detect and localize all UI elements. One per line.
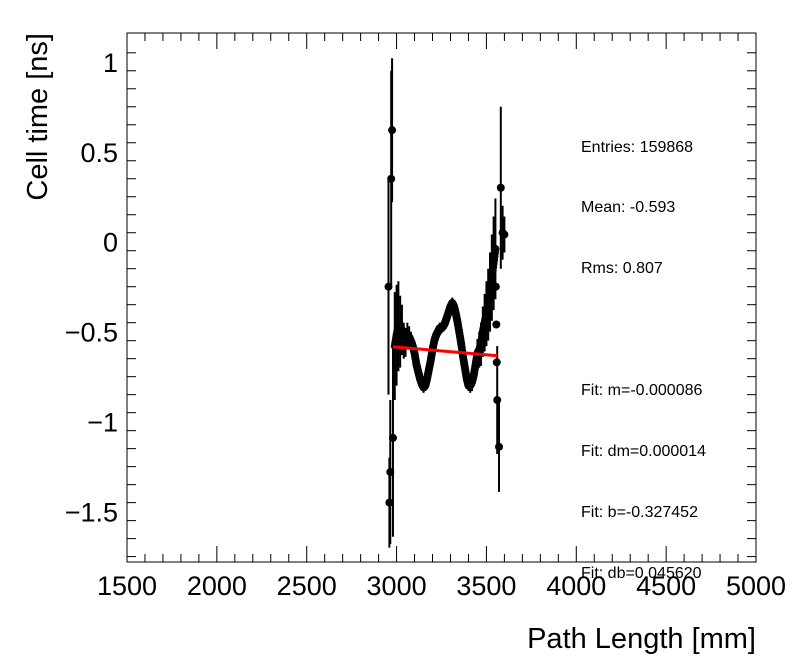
x-tick-label: 5000 [726,571,786,601]
stats-fit-db: Fit: db=0.045620 [581,564,702,582]
stats-fit-b: Fit: b=-0.327452 [581,503,698,521]
data-point [388,126,397,135]
data-points [384,126,509,507]
data-point [492,358,501,367]
data-point [388,433,397,442]
stats-spacer [581,320,706,340]
data-point [496,183,505,192]
stats-mean: Mean: -0.593 [581,199,676,217]
plot-frame [126,32,757,563]
y-tick-label: 0.5 [80,138,118,168]
data-point [485,291,494,300]
x-tick-label: 4000 [546,571,606,601]
axis-ticks [126,33,757,562]
data-point [489,262,498,271]
fit-line-group [392,345,498,358]
data-point [384,282,393,291]
data-point [387,174,396,183]
y-tick-label: 1 [103,48,118,78]
data-point [386,468,395,477]
data-point [495,442,504,451]
x-axis-title: Path Length [mm] [527,623,756,655]
x-tick-labels: 1500 2000 2500 3000 3500 4000 4500 5000 [97,571,786,601]
fit-line [392,345,498,358]
y-tick-label: 0 [103,228,118,258]
stats-entries: Entries: 159868 [581,138,694,156]
x-tick-label: 2500 [277,571,337,601]
x-tick-label: 3500 [456,571,516,601]
y-tick-label: −1.5 [65,498,118,528]
y-tick-label: −1 [87,408,118,438]
data-point [491,282,500,291]
data-point [500,230,509,239]
x-tick-label: 3000 [367,571,427,601]
data-point [487,277,496,286]
data-point [385,498,394,507]
y-tick-labels: 1 0.5 0 −0.5 −1 −1.5 [65,48,118,528]
stats-fit-dm: Fit: dm=0.000014 [581,443,706,461]
x-tick-label: 4500 [636,571,696,601]
stats-box: Entries: 159868 Mean: -0.593 Rms: 0.807 … [581,97,706,604]
stats-rms: Rms: 0.807 [581,260,663,278]
x-tick-label: 1500 [97,571,157,601]
data-point [490,248,499,257]
x-tick-label: 2000 [187,571,247,601]
data-point [492,320,501,329]
data-point [493,396,502,405]
y-tick-label: −0.5 [65,318,118,348]
stats-fit-m: Fit: m=-0.000086 [581,382,703,400]
y-axis-title: Cell time [ns] [22,33,54,201]
data-point [456,337,465,346]
